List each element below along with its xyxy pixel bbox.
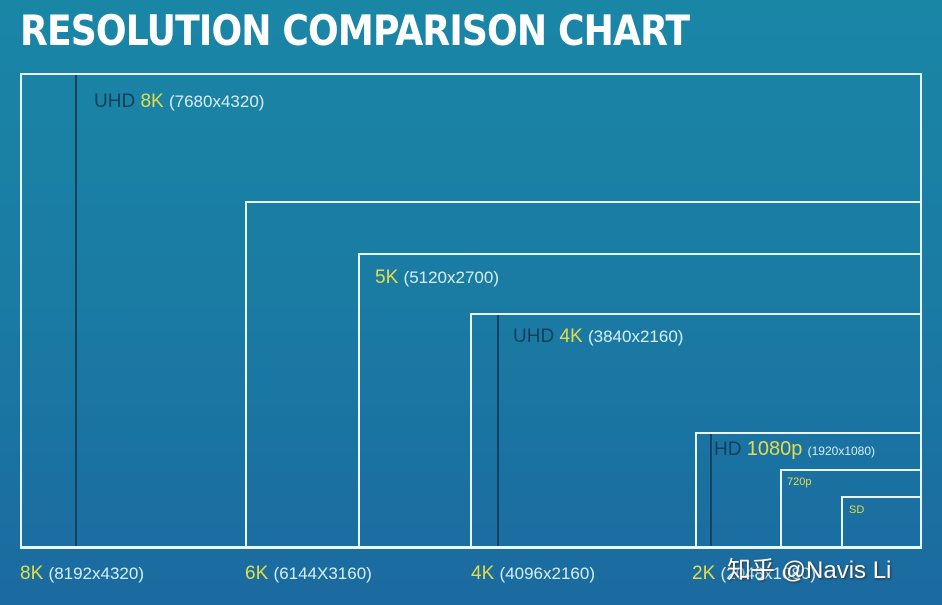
- line-hd-1080p: [710, 434, 712, 547]
- label-uhd-4k: UHD 4K (3840x2160): [513, 326, 684, 347]
- label-720p: 720p: [787, 476, 812, 488]
- box-sd: [841, 496, 922, 548]
- label-4k: 4K (4096x2160): [471, 563, 595, 584]
- label-6k: 6K (6144X3160): [245, 563, 372, 584]
- box-4k: [470, 313, 922, 548]
- label-5k: 5K (5120x2700): [375, 267, 499, 288]
- line-uhd-4k: [497, 315, 499, 547]
- label-8k: 8K (8192x4320): [20, 563, 144, 584]
- label-2k: 2K (2048x1080): [692, 563, 816, 584]
- baseline: [20, 546, 922, 549]
- label-sd: SD: [849, 504, 865, 516]
- line-uhd-8k: [75, 75, 77, 547]
- label-hd-1080p: HD 1080p (1920x1080): [714, 438, 876, 460]
- label-uhd-8k: UHD 8K (7680x4320): [94, 91, 265, 112]
- watermark: 知乎 @Navis Li: [727, 557, 892, 584]
- chart-title: RESOLUTION COMPARISON CHART: [20, 6, 690, 55]
